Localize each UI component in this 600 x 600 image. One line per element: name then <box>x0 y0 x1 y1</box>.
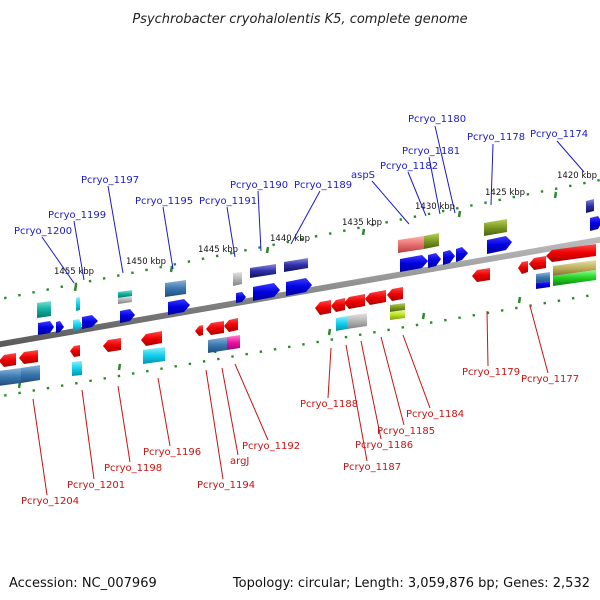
tick-label-1445: 1445 kbp <box>198 245 238 255</box>
label-pcryo-1182: Pcryo_1182 <box>380 161 438 172</box>
gene-pcryo-1204[interactable] <box>0 368 21 386</box>
label-pcryo-1192: Pcryo_1192 <box>242 441 300 452</box>
reverse-strand-genes <box>0 244 596 386</box>
label-pcryo-1204: Pcryo_1204 <box>21 496 79 507</box>
gene-pcryo-1189[interactable] <box>284 258 308 272</box>
gene-pcryo-1186[interactable] <box>347 313 367 329</box>
tick-label-1430: 1430 kbp <box>415 202 455 212</box>
label-pcryo-1199: Pcryo_1199 <box>48 210 106 221</box>
label-pcryo-1190: Pcryo_1190 <box>230 180 288 191</box>
gene-pcryo-1197b[interactable] <box>118 296 132 304</box>
label-pcryo-1184: Pcryo_1184 <box>406 409 464 420</box>
label-pcryo-1200: Pcryo_1200 <box>14 226 72 237</box>
label-pcryo-1191: Pcryo_1191 <box>199 196 257 207</box>
gene-pcryo-1199[interactable] <box>76 297 80 311</box>
label-pcryo-1177: Pcryo_1177 <box>521 374 579 385</box>
gene-pcryo-1197[interactable] <box>118 290 132 298</box>
gene-pcryo-1194[interactable] <box>208 337 227 353</box>
gene-pcryo-1187[interactable] <box>336 316 347 331</box>
gene-pcryo-1200[interactable] <box>37 301 51 318</box>
label-pcryo-1186: Pcryo_1186 <box>355 440 413 451</box>
map-title: Psychrobacter cryohalolentis K5, complet… <box>132 12 467 27</box>
forward-leader-lines <box>41 125 585 284</box>
tick-label-1440: 1440 kbp <box>270 234 310 244</box>
label-pcryo-1198: Pcryo_1198 <box>104 463 162 474</box>
reverse-tick-track <box>0 292 600 398</box>
tick-label-1450: 1450 kbp <box>126 257 166 267</box>
gene-pcryo-1179[interactable] <box>472 268 490 282</box>
gene-pcryo-1181[interactable] <box>424 233 439 249</box>
topology-summary: Topology: circular; Length: 3,059,876 bp… <box>232 576 590 591</box>
label-pcryo-1185: Pcryo_1185 <box>377 426 435 437</box>
gene-argJ[interactable] <box>227 335 240 350</box>
forward-strand-genes <box>37 199 600 335</box>
gene-pcryo-1177[interactable] <box>546 244 596 262</box>
gene-aspS[interactable] <box>398 236 424 253</box>
label-pcryo-1194: Pcryo_1194 <box>197 480 255 491</box>
gene-pcryo-1191[interactable] <box>233 272 242 286</box>
label-pcryo-1189: Pcryo_1189 <box>294 180 352 191</box>
gene-pcryo-1195[interactable] <box>165 280 186 297</box>
tick-label-1455: 1455 kbp <box>54 267 94 277</box>
tick-label-1435: 1435 kbp <box>342 218 382 228</box>
label-pcryo-1174: Pcryo_1174 <box>530 129 588 140</box>
label-pcryo-1187: Pcryo_1187 <box>343 462 401 473</box>
label-pcryo-1180: Pcryo_1180 <box>408 114 466 125</box>
label-aspS: aspS <box>351 170 375 181</box>
reverse-leader-lines <box>32 305 549 496</box>
gene-pcryo-1174[interactable] <box>586 199 594 213</box>
gene-pcryo-1178[interactable] <box>484 219 507 236</box>
label-pcryo-1195: Pcryo_1195 <box>135 196 193 207</box>
gene-pcryo-1190[interactable] <box>250 264 276 278</box>
accession-text: Accession: NC_007969 <box>9 576 157 591</box>
tick-label-1425: 1425 kbp <box>485 188 525 198</box>
major-ticks <box>17 191 558 389</box>
label-pcryo-1179: Pcryo_1179 <box>462 367 520 378</box>
gene-pcryo-1184[interactable] <box>390 303 405 312</box>
gene-pcryo-1196[interactable] <box>143 347 165 364</box>
tick-label-1420: 1420 kbp <box>557 171 597 181</box>
label-pcryo-1181: Pcryo_1181 <box>402 146 460 157</box>
label-pcryo-1197: Pcryo_1197 <box>81 175 139 186</box>
label-pcryo-1201: Pcryo_1201 <box>67 480 125 491</box>
gene-pcryo-1201[interactable] <box>72 361 82 376</box>
label-pcryo-1178: Pcryo_1178 <box>467 132 525 143</box>
label-pcryo-1196: Pcryo_1196 <box>143 447 201 458</box>
label-argJ: argJ <box>230 456 249 467</box>
label-pcryo-1188: Pcryo_1188 <box>300 399 358 410</box>
